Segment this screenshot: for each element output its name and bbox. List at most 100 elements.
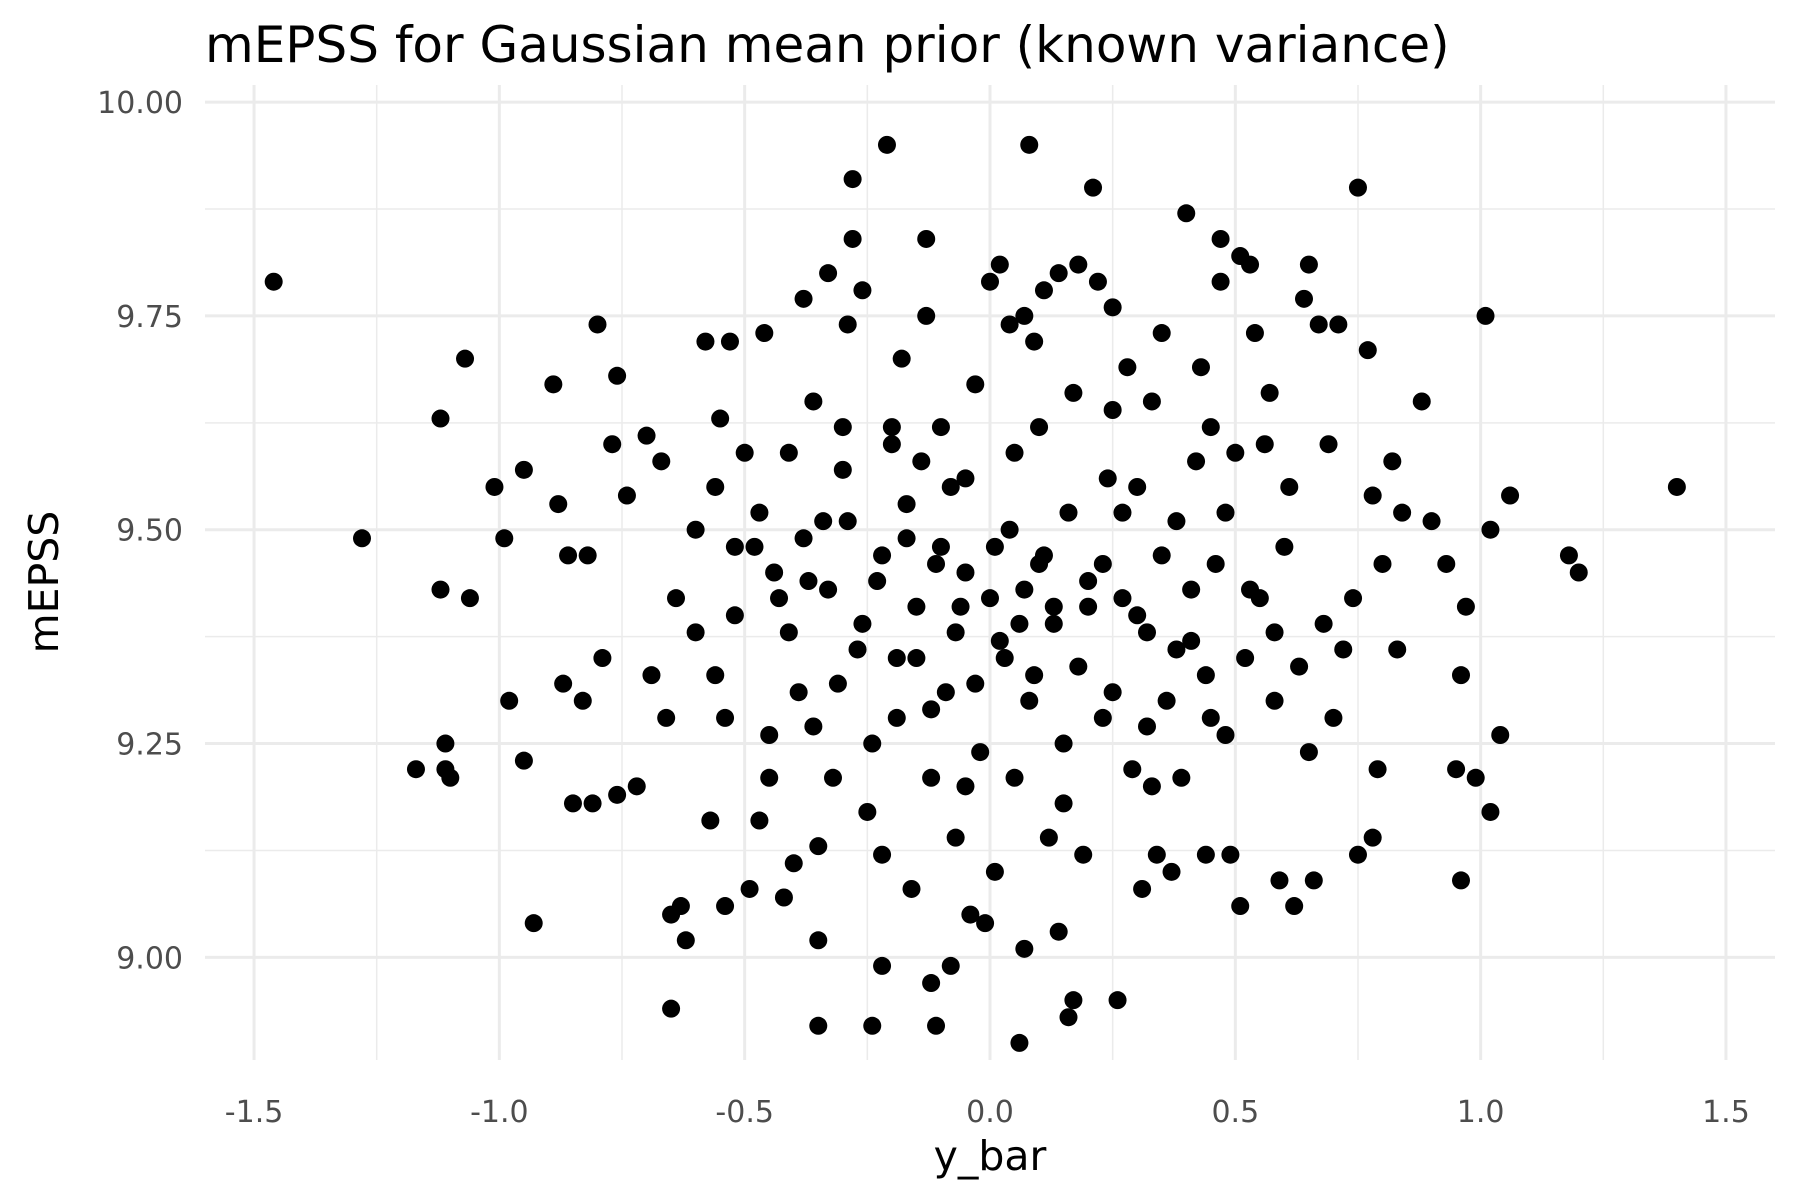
data-point — [1088, 272, 1107, 291]
data-point — [1118, 358, 1137, 377]
data-point — [1285, 897, 1304, 916]
data-point — [951, 597, 970, 616]
data-point — [917, 229, 936, 248]
data-point — [995, 649, 1014, 668]
y-axis-title: mEPSS — [20, 511, 68, 654]
data-point — [755, 324, 774, 343]
data-point — [608, 785, 627, 804]
data-point — [1206, 554, 1225, 573]
data-point — [966, 375, 985, 394]
data-point — [887, 708, 906, 727]
data-point — [549, 495, 568, 514]
y-tick-label: 9.75 — [116, 300, 183, 335]
grid — [205, 85, 1775, 1060]
data-point — [882, 418, 901, 437]
data-point — [1241, 580, 1260, 599]
data-point — [1064, 991, 1083, 1010]
data-point — [1314, 614, 1333, 633]
data-point — [745, 537, 764, 556]
data-point — [544, 375, 563, 394]
data-point — [1481, 520, 1500, 539]
data-point — [1015, 306, 1034, 325]
data-point — [667, 589, 685, 608]
data-point — [936, 683, 955, 702]
data-point — [794, 289, 813, 308]
x-tick-label: 1.0 — [1457, 1095, 1505, 1130]
data-point — [1030, 418, 1049, 437]
data-point — [559, 546, 578, 565]
data-point — [774, 888, 793, 907]
data-point — [789, 683, 808, 702]
data-point — [1123, 760, 1142, 779]
data-point — [750, 503, 769, 522]
data-point — [1142, 777, 1161, 796]
data-point — [765, 563, 784, 582]
data-point — [1093, 708, 1112, 727]
data-point — [927, 1016, 946, 1035]
data-point — [956, 469, 975, 488]
data-point — [1142, 392, 1161, 411]
data-point — [1034, 281, 1053, 300]
data-point — [431, 580, 450, 599]
data-point — [770, 589, 789, 608]
data-point — [637, 426, 656, 445]
data-point — [1196, 845, 1215, 864]
data-point — [1299, 255, 1318, 274]
data-point — [554, 674, 573, 693]
data-point — [460, 589, 479, 608]
data-point — [1290, 657, 1309, 676]
data-point — [495, 529, 514, 548]
data-point — [824, 768, 842, 787]
data-point — [1221, 845, 1240, 864]
data-point — [1348, 845, 1367, 864]
data-point — [887, 649, 906, 668]
data-point — [1079, 597, 1098, 616]
data-point — [701, 811, 720, 830]
data-point — [1319, 435, 1338, 454]
data-point — [456, 349, 475, 368]
data-point — [603, 435, 622, 454]
data-point — [1348, 178, 1367, 197]
data-point — [706, 666, 725, 685]
data-point — [1456, 597, 1475, 616]
data-point — [686, 623, 705, 642]
x-axis-ticks: -1.5 -1.0 -0.5 0.0 0.5 1.0 1.5 — [225, 1095, 1750, 1130]
data-point — [1044, 614, 1063, 633]
data-point — [843, 229, 862, 248]
data-point — [1133, 879, 1152, 898]
data-point — [1358, 341, 1377, 360]
data-point — [1329, 315, 1348, 334]
data-point — [1000, 520, 1019, 539]
data-points — [264, 135, 1686, 1052]
data-point — [931, 537, 950, 556]
data-point — [828, 674, 847, 693]
data-point — [1064, 383, 1083, 402]
data-point — [1079, 572, 1098, 591]
data-point — [588, 315, 607, 334]
x-tick-label: -1.5 — [225, 1095, 284, 1130]
data-point — [1216, 726, 1235, 744]
data-point — [1422, 512, 1441, 531]
data-point — [941, 477, 960, 496]
data-point — [706, 477, 725, 496]
data-point — [1093, 554, 1112, 573]
data-point — [1466, 768, 1485, 787]
y-tick-label: 9.50 — [116, 514, 183, 549]
data-point — [1447, 760, 1466, 779]
data-point — [1236, 649, 1255, 668]
data-point — [848, 640, 867, 659]
data-point — [873, 546, 892, 565]
data-point — [990, 631, 1009, 650]
data-point — [1476, 306, 1495, 325]
data-point — [838, 512, 857, 531]
data-point — [1231, 897, 1250, 916]
data-point — [1113, 589, 1132, 608]
data-point — [1147, 845, 1166, 864]
data-point — [1363, 828, 1382, 847]
data-point — [1128, 477, 1147, 496]
data-point — [1044, 597, 1063, 616]
data-point — [981, 589, 999, 608]
chart-title: mEPSS for Gaussian mean prior (known var… — [205, 16, 1450, 74]
data-point — [1201, 418, 1220, 437]
data-point — [838, 315, 857, 334]
